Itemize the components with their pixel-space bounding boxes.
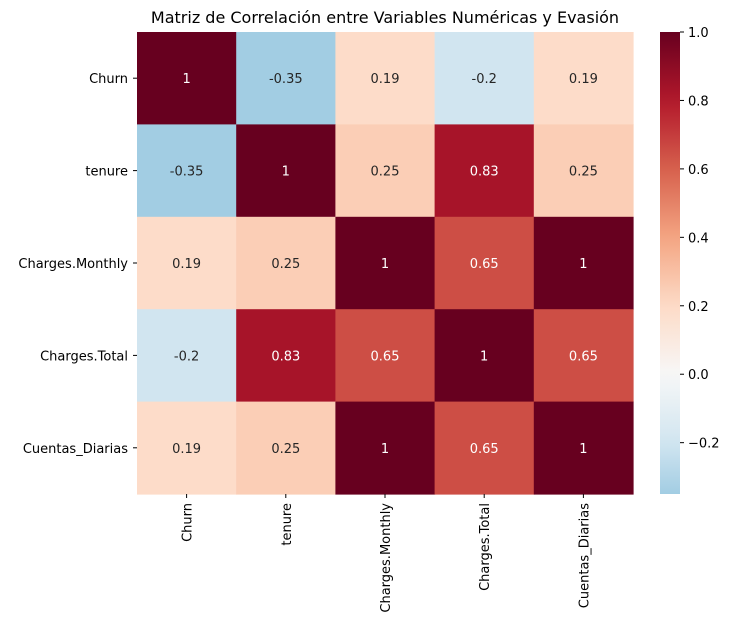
row-label: tenure: [85, 165, 128, 180]
colorbar-tick-label: 0.0: [688, 368, 709, 383]
column-label: Charges.Total: [478, 503, 493, 591]
cell-value-label: 1: [282, 165, 290, 180]
heatmap-cell: [137, 32, 237, 125]
cell-value-label: 0.19: [569, 72, 598, 87]
colorbar-tick-label: 0.6: [688, 163, 709, 178]
cell-value-label: 0.65: [569, 349, 598, 364]
colorbar-tick-label: 0.4: [688, 231, 709, 246]
row-labels: Churn tenure Charges.Monthly Charges.Total C…: [18, 72, 137, 457]
heatmap-cell: [335, 124, 436, 218]
cell-value-label: 1: [579, 257, 587, 272]
row-label: Charges.Total: [40, 349, 128, 364]
cell-value-label: 0.25: [371, 165, 400, 180]
heatmap-cell: [533, 401, 634, 495]
heatmap-cell: [137, 401, 237, 495]
cell-value-label: 0.65: [371, 349, 400, 364]
heatmap-cell: [236, 309, 336, 403]
heatmap-cell: [335, 401, 436, 495]
heatmap-cells: 1 -0.35 0.19 -0.2 0.19 -0.35 1 0.25 0.83 0.25 0.19…: [137, 32, 634, 495]
cell-value-label: 0.25: [271, 257, 300, 272]
colorbar-tick-label: 0.2: [688, 300, 709, 315]
heatmap-cell: [137, 124, 237, 218]
row-label: Charges.Monthly: [18, 257, 128, 272]
heatmap-cell: [335, 309, 436, 403]
heatmap-cell: [137, 216, 237, 310]
cell-value-label: 1: [381, 257, 389, 272]
column-label: Cuentas_Diarias: [577, 503, 592, 608]
cell-value-label: 0.83: [271, 349, 300, 364]
cell-value-label: -0.2: [472, 72, 497, 87]
colorbar: 1.0 0.8 0.6 0.4 0.2 0.0 −0.2: [660, 26, 720, 494]
cell-value-label: 1: [381, 442, 389, 457]
heatmap-cell: [236, 216, 336, 310]
cell-value-label: 0.19: [371, 72, 400, 87]
row-label: Cuentas_Diarias: [23, 442, 128, 457]
cell-value-label: -0.2: [174, 349, 199, 364]
column-labels: Churn tenure Charges.Monthly Charges.Total C…: [181, 494, 592, 613]
heatmap-cell: [335, 216, 436, 310]
row-label: Churn: [89, 72, 128, 87]
heatmap-cell: [533, 32, 634, 125]
heatmap-cell: [434, 32, 535, 125]
column-label: Churn: [181, 503, 196, 542]
heatmap-cell: [137, 309, 237, 403]
heatmap-cell: [434, 401, 535, 495]
heatmap-cell: [434, 309, 535, 403]
column-label: Charges.Monthly: [379, 503, 394, 613]
cell-value-label: 0.65: [470, 442, 499, 457]
colorbar-tick-label: 1.0: [688, 26, 709, 41]
heatmap-cell: [533, 124, 634, 218]
heatmap-cell: [236, 124, 336, 218]
colorbar-gradient: [660, 32, 680, 494]
cell-value-label: 0.83: [470, 165, 499, 180]
cell-value-label: -0.35: [170, 165, 204, 180]
column-label: tenure: [280, 503, 295, 546]
heatmap-cell: [434, 124, 535, 218]
cell-value-label: 1: [480, 349, 488, 364]
cell-value-label: 0.25: [569, 165, 598, 180]
heatmap-cell: [236, 401, 336, 495]
cell-value-label: 0.25: [271, 442, 300, 457]
cell-value-label: 0.19: [172, 442, 201, 457]
cell-value-label: 1: [182, 72, 190, 87]
heatmap-cell: [434, 216, 535, 310]
colorbar-tick-label: −0.2: [688, 437, 720, 452]
heatmap-cell: [236, 32, 336, 125]
cell-value-label: -0.35: [269, 72, 303, 87]
heatmap-cell: [335, 32, 436, 125]
cell-value-label: 0.19: [172, 257, 201, 272]
cell-value-label: 1: [579, 442, 587, 457]
heatmap-cell: [533, 309, 634, 403]
cell-value-label: 0.65: [470, 257, 499, 272]
chart-title: Matriz de Correlación entre Variables Nu…: [151, 8, 619, 27]
heatmap-cell: [533, 216, 634, 310]
colorbar-tick-label: 0.8: [688, 94, 709, 109]
